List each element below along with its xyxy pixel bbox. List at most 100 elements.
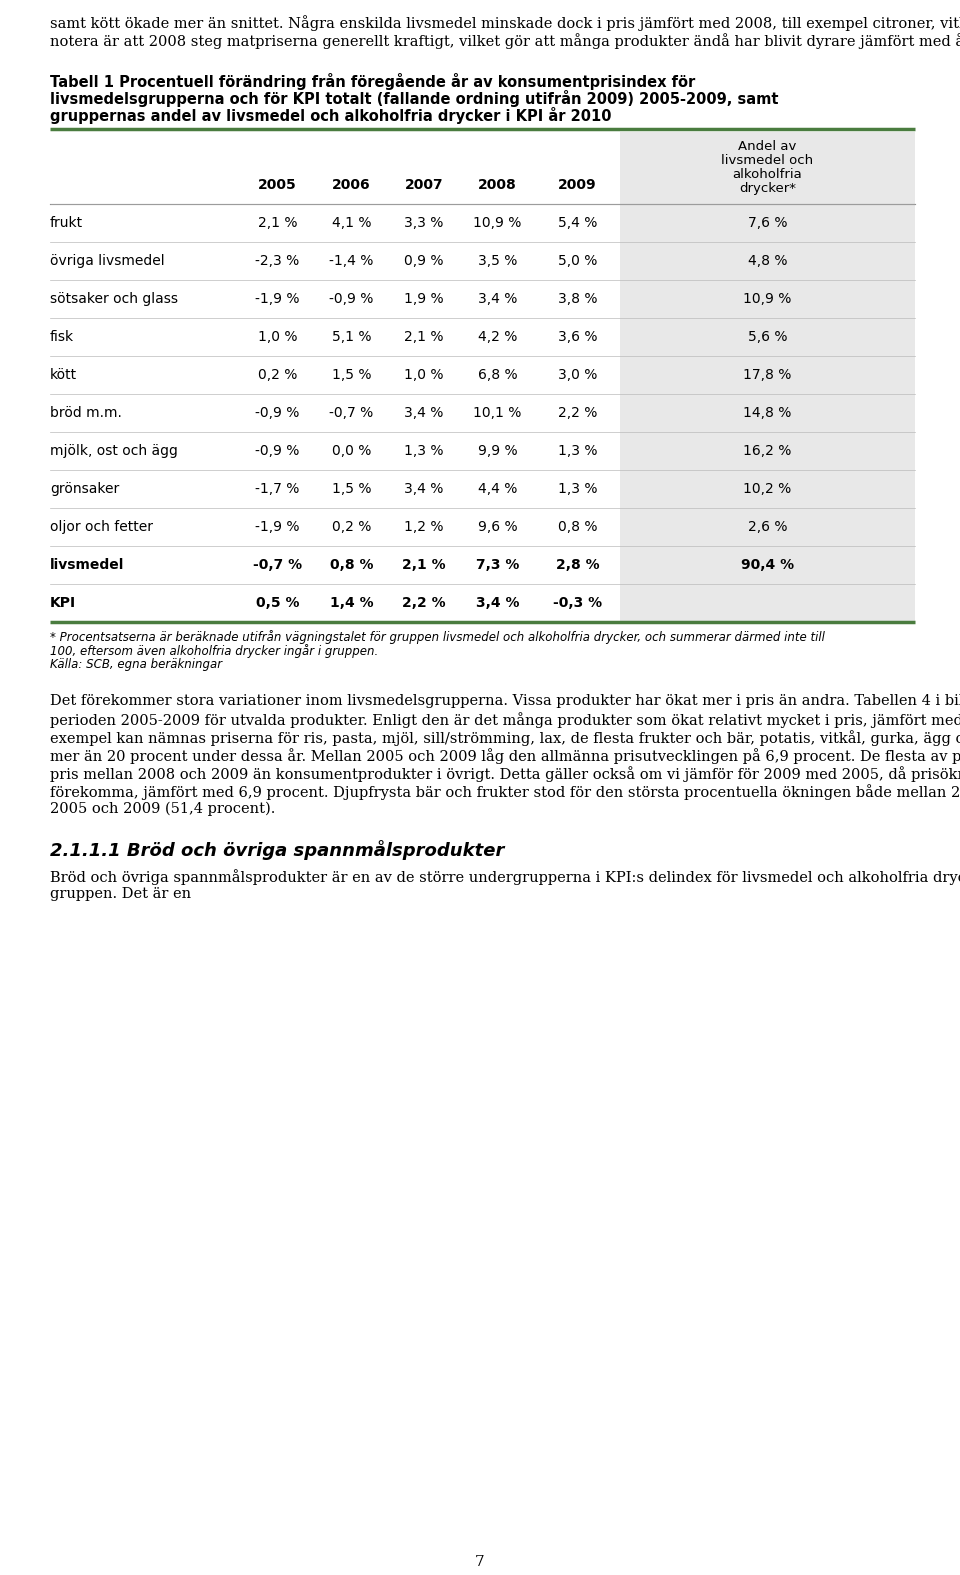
Text: Tabell 1 Procentuell förändring från föregående år av konsumentprisindex för: Tabell 1 Procentuell förändring från för… [50, 72, 695, 90]
Text: -0,7 %: -0,7 % [252, 558, 302, 572]
Text: -0,9 %: -0,9 % [255, 444, 300, 458]
Text: -0,9 %: -0,9 % [255, 406, 300, 421]
Bar [620, 318, 915, 356]
Text: livsmedelsgrupperna och för KPI totalt (fallande ordning utifrån 2009) 2005-2009: livsmedelsgrupperna och för KPI totalt (… [50, 90, 779, 107]
Text: mer än 20 procent under dessa år. Mellan 2005 och 2009 låg den allmänna prisutve: mer än 20 procent under dessa år. Mellan… [50, 748, 960, 764]
Text: 5,6 %: 5,6 % [748, 331, 787, 343]
Text: 0,0 %: 0,0 % [332, 444, 372, 458]
Bar [620, 432, 915, 469]
Bar [620, 509, 915, 547]
Text: 9,9 %: 9,9 % [478, 444, 517, 458]
Text: 10,1 %: 10,1 % [473, 406, 521, 421]
Text: 0,8 %: 0,8 % [558, 520, 597, 534]
Text: sötsaker och glass: sötsaker och glass [50, 291, 178, 306]
Text: 100, eftersom även alkoholfria drycker ingår i gruppen.: 100, eftersom även alkoholfria drycker i… [50, 644, 378, 658]
Text: 2,8 %: 2,8 % [556, 558, 599, 572]
Text: 1,2 %: 1,2 % [404, 520, 444, 534]
Text: 1,0 %: 1,0 % [257, 331, 298, 343]
Text: 2005 och 2009 (51,4 procent).: 2005 och 2009 (51,4 procent). [50, 802, 276, 816]
Text: 17,8 %: 17,8 % [743, 369, 792, 383]
Text: notera är att 2008 steg matpriserna generellt kraftigt, vilket gör att många pro: notera är att 2008 steg matpriserna gene… [50, 33, 960, 49]
Text: 1,4 %: 1,4 % [329, 595, 373, 610]
Bar [620, 547, 915, 584]
Text: 0,2 %: 0,2 % [332, 520, 372, 534]
Text: bröd m.m.: bröd m.m. [50, 406, 122, 421]
Text: 5,0 %: 5,0 % [558, 254, 597, 268]
Text: grönsaker: grönsaker [50, 482, 119, 496]
Text: frukt: frukt [50, 216, 84, 230]
Text: 16,2 %: 16,2 % [743, 444, 792, 458]
Text: fisk: fisk [50, 331, 74, 343]
Text: 1,3 %: 1,3 % [558, 444, 597, 458]
Text: 7: 7 [475, 1555, 485, 1569]
Text: drycker*: drycker* [739, 183, 796, 195]
Text: 3,4 %: 3,4 % [476, 595, 519, 610]
Text: 3,5 %: 3,5 % [478, 254, 517, 268]
Text: 7,3 %: 7,3 % [476, 558, 519, 572]
Bar [620, 394, 915, 432]
Bar [620, 356, 915, 394]
Text: exempel kan nämnas priserna för ris, pasta, mjöl, sill/strömming, lax, de flesta: exempel kan nämnas priserna för ris, pas… [50, 729, 960, 747]
Text: 6,8 %: 6,8 % [478, 369, 517, 383]
Text: -1,4 %: -1,4 % [329, 254, 373, 268]
Text: 10,2 %: 10,2 % [743, 482, 792, 496]
Text: 2,6 %: 2,6 % [748, 520, 787, 534]
Bar [620, 243, 915, 280]
Text: 2.1.1.1 Bröd och övriga spannmålsprodukter: 2.1.1.1 Bröd och övriga spannmålsprodukt… [50, 839, 504, 860]
Text: 2006: 2006 [332, 178, 371, 192]
Text: 4,2 %: 4,2 % [478, 331, 517, 343]
Text: oljor och fetter: oljor och fetter [50, 520, 153, 534]
Text: 2,1 %: 2,1 % [402, 558, 445, 572]
Text: livsmedel och: livsmedel och [721, 154, 813, 167]
Text: Andel av: Andel av [738, 140, 797, 153]
Text: 4,8 %: 4,8 % [748, 254, 787, 268]
Text: 1,9 %: 1,9 % [404, 291, 444, 306]
Text: 2,2 %: 2,2 % [402, 595, 445, 610]
Text: 3,4 %: 3,4 % [478, 291, 517, 306]
Text: gruppernas andel av livsmedel och alkoholfria drycker i KPI år 2010: gruppernas andel av livsmedel och alkoho… [50, 107, 612, 124]
Text: 2,1 %: 2,1 % [404, 331, 444, 343]
Text: 10,9 %: 10,9 % [743, 291, 792, 306]
Text: 3,4 %: 3,4 % [404, 406, 444, 421]
Text: 0,9 %: 0,9 % [404, 254, 444, 268]
Text: -1,9 %: -1,9 % [255, 520, 300, 534]
Text: -0,3 %: -0,3 % [553, 595, 602, 610]
Text: alkoholfria: alkoholfria [732, 169, 803, 181]
Text: förekomma, jämfört med 6,9 procent. Djupfrysta bär och frukter stod för den stör: förekomma, jämfört med 6,9 procent. Djup… [50, 784, 960, 800]
Text: -1,7 %: -1,7 % [255, 482, 300, 496]
Text: 7,6 %: 7,6 % [748, 216, 787, 230]
Text: 1,3 %: 1,3 % [558, 482, 597, 496]
Text: gruppen. Det är en: gruppen. Det är en [50, 887, 191, 901]
Text: 4,1 %: 4,1 % [332, 216, 372, 230]
Text: samt kött ökade mer än snittet. Några enskilda livsmedel minskade dock i pris jä: samt kött ökade mer än snittet. Några en… [50, 16, 960, 32]
Text: -2,3 %: -2,3 % [255, 254, 300, 268]
Text: 90,4 %: 90,4 % [741, 558, 794, 572]
Text: * Procentsatserna är beräknade utifrån vägningstalet för gruppen livsmedel och a: * Procentsatserna är beräknade utifrån v… [50, 630, 825, 644]
Bar [620, 205, 915, 243]
Text: kött: kött [50, 369, 77, 383]
Text: 0,2 %: 0,2 % [258, 369, 298, 383]
Text: 2009: 2009 [558, 178, 597, 192]
Text: 0,5 %: 0,5 % [255, 595, 300, 610]
Text: -0,7 %: -0,7 % [329, 406, 373, 421]
Text: -1,9 %: -1,9 % [255, 291, 300, 306]
Text: 1,5 %: 1,5 % [332, 369, 372, 383]
Text: 2005: 2005 [258, 178, 297, 192]
Text: 1,0 %: 1,0 % [404, 369, 444, 383]
Text: 4,4 %: 4,4 % [478, 482, 517, 496]
Bar [620, 280, 915, 318]
Text: 5,4 %: 5,4 % [558, 216, 597, 230]
Text: Källa: SCB, egna beräkningar: Källa: SCB, egna beräkningar [50, 658, 222, 671]
Text: 1,5 %: 1,5 % [332, 482, 372, 496]
Text: pris mellan 2008 och 2009 än konsumentprodukter i övrigt. Detta gäller också om : pris mellan 2008 och 2009 än konsumentpr… [50, 765, 960, 781]
Text: 3,4 %: 3,4 % [404, 482, 444, 496]
Text: 5,1 %: 5,1 % [332, 331, 372, 343]
Text: Det förekommer stora variationer inom livsmedelsgrupperna. Vissa produkter har ö: Det förekommer stora variationer inom li… [50, 695, 960, 709]
Text: 0,8 %: 0,8 % [329, 558, 373, 572]
Text: 1,3 %: 1,3 % [404, 444, 444, 458]
Bar [620, 469, 915, 509]
Text: KPI: KPI [50, 595, 76, 610]
Text: 3,6 %: 3,6 % [558, 331, 597, 343]
Text: 2008: 2008 [478, 178, 516, 192]
Text: 9,6 %: 9,6 % [478, 520, 517, 534]
